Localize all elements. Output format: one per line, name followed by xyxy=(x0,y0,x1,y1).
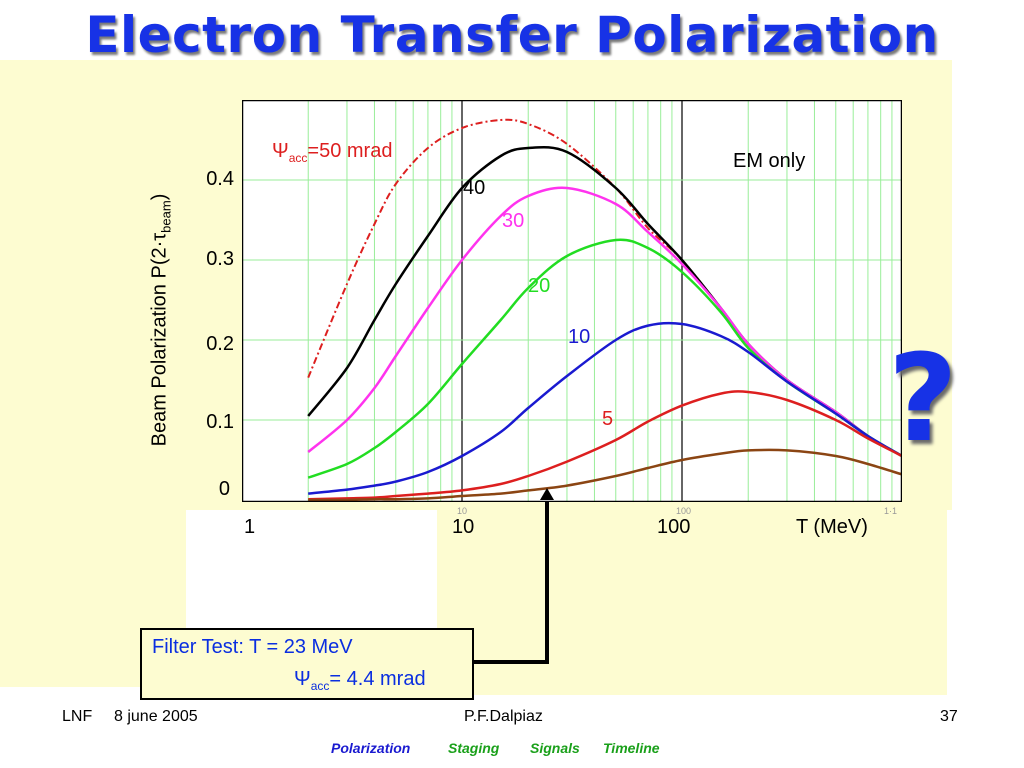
y-tick-label: 0 xyxy=(218,478,230,500)
x-tick-label: 100 xyxy=(657,516,691,538)
faint-tick-label: 100 xyxy=(676,506,692,516)
footer-org: LNF xyxy=(62,708,93,725)
nav-polarization[interactable]: Polarization xyxy=(331,740,411,756)
filter-test-box: Filter Test: T = 23 MeV Ψacc= 4.4 mrad xyxy=(140,628,474,700)
nav-timeline[interactable]: Timeline xyxy=(603,740,660,756)
x-tick-label: 1 xyxy=(244,516,256,538)
curve-label-30: 30 xyxy=(502,210,525,232)
footer-page-number: 37 xyxy=(940,708,958,725)
y-tick-label: 0.3 xyxy=(206,248,234,270)
series-line-50 xyxy=(307,118,902,457)
series-line-10 xyxy=(308,321,902,495)
chart xyxy=(242,100,902,502)
x-axis-label: T (MeV) xyxy=(796,516,868,538)
y-axis-label: Beam Polarization P(2·τbeam) xyxy=(148,193,174,447)
series-line-extra-6 xyxy=(308,448,902,502)
y-tick-label: 0.1 xyxy=(206,411,234,433)
series-line-5 xyxy=(308,390,902,501)
psi-annotation: Ψacc=50 mrad xyxy=(272,140,393,165)
curve-label-10: 10 xyxy=(568,326,591,348)
y-tick-label: 0.4 xyxy=(206,168,234,190)
footer-date: 8 june 2005 xyxy=(114,708,198,725)
slide-title: Electron Transfer Polarization xyxy=(85,6,939,64)
y-tick-label: 0.2 xyxy=(206,333,234,355)
curve-label-40: 40 xyxy=(463,177,486,199)
curve-label-5: 5 xyxy=(602,408,614,430)
curve-label-20: 20 xyxy=(528,275,551,297)
faint-tick-label: 1·1 xyxy=(884,506,898,516)
faint-tick-label: 10 xyxy=(457,506,468,516)
filter-test-line: Filter Test: T = 23 MeV xyxy=(152,636,353,658)
nav-staging[interactable]: Staging xyxy=(448,740,500,756)
background-panel xyxy=(437,505,947,695)
nav-signals[interactable]: Signals xyxy=(530,740,580,756)
plot-frame xyxy=(242,100,902,502)
em-only-label: EM only xyxy=(733,150,806,172)
x-tick-label: 10 xyxy=(452,516,475,538)
question-mark: ? xyxy=(888,330,958,469)
filter-psi-line: Ψacc= 4.4 mrad xyxy=(294,668,426,693)
footer-author: P.F.Dalpiaz xyxy=(464,708,543,725)
plot-area xyxy=(242,100,902,502)
series-line-20 xyxy=(307,238,902,479)
